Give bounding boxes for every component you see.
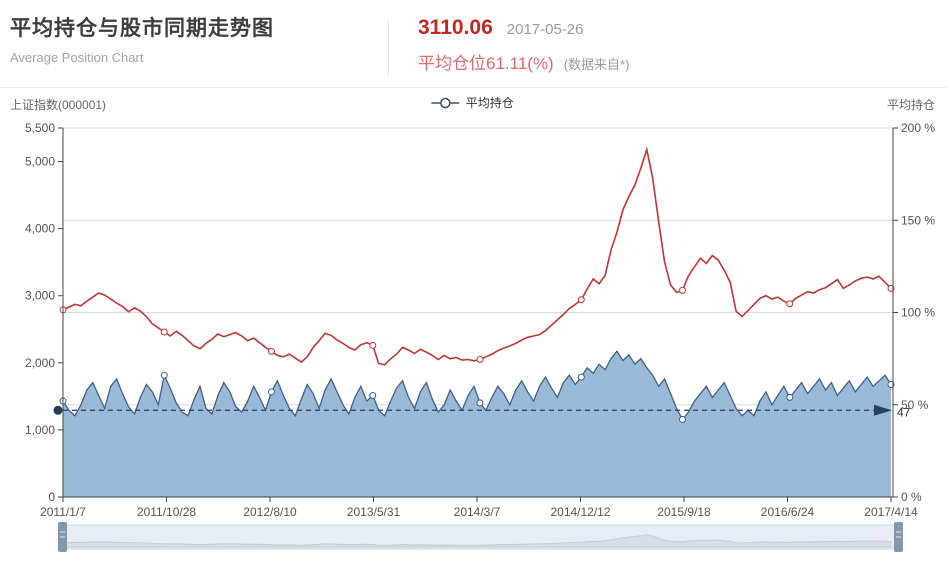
position-point-marker [369, 392, 377, 400]
chart-canvas: 0 1,000 2,000 3,000 4,000 5,000 5,500 0 % 50 % 10… [25, 121, 935, 552]
markline-arrow-icon [874, 404, 892, 416]
line-circle-legend-icon [430, 97, 459, 108]
index-point-marker [786, 300, 794, 308]
quote-block: 3110.06 2017-05-26 平均仓位61.11(%) (数据来自*) [418, 16, 629, 74]
index-point-marker [577, 296, 585, 304]
chart-header-row: 上证指数(000001) 平均持仓 平均持仓 [0, 92, 947, 116]
axis-tick-label: 200 % [901, 121, 935, 135]
axis-tick-label: 5,000 [25, 155, 55, 169]
axis-tick-label: 2,000 [25, 356, 55, 370]
axis-tick-label: 5,500 [25, 121, 55, 135]
axis-tick-label: 100 % [901, 306, 935, 320]
grid-lines [63, 127, 893, 406]
right-axis-title: 平均持仓 [886, 98, 935, 112]
data-source-note: (数据来自*) [563, 57, 630, 72]
average-position-area-series [62, 350, 892, 497]
axis-tick-label: 2015/9/18 [657, 505, 711, 519]
axis-tick-label: 2017/4/14 [864, 505, 918, 519]
left-axis-title: 上证指数(000001) [10, 98, 107, 112]
page-subtitle: Average Position Chart [10, 50, 144, 65]
axis-tick-label: 2011/10/28 [137, 505, 196, 519]
index-point-marker [267, 347, 275, 355]
axis-tick-label: 2012/8/10 [243, 505, 297, 519]
position-point-marker [786, 393, 794, 401]
average-position-value: 平均仓位61.11(%) [418, 54, 554, 73]
axis-tick-label: 2014/12/12 [550, 505, 610, 519]
axis-tick-label: 0 % [901, 490, 922, 504]
axis-tick-label: 2014/3/7 [454, 505, 501, 519]
position-point-marker [476, 399, 484, 407]
markline-47 [53, 404, 892, 416]
page-title: 平均持仓与股市同期走势图 [10, 17, 274, 40]
axis-tick-label: 3,000 [25, 289, 55, 303]
axis-tick-label: 2013/5/31 [347, 505, 401, 519]
axis-tick-label: 50 % [901, 398, 929, 412]
position-point-marker [267, 388, 275, 396]
quote-date: 2017-05-26 [506, 21, 584, 38]
index-point-marker [679, 286, 687, 294]
axis-tick-label: 150 % [901, 213, 935, 227]
title-block: 平均持仓与股市同期走势图 Average Position Chart [10, 12, 274, 65]
axis-tick-label: 47 [897, 405, 911, 419]
axis-tick-label: 1,000 [25, 423, 55, 437]
legend-label: 平均持仓 [465, 96, 514, 110]
data-zoom-slider[interactable] [58, 522, 903, 552]
position-point-marker [679, 416, 687, 424]
position-point-marker [577, 373, 585, 381]
legend-item-average-position[interactable]: 平均持仓 [430, 94, 514, 111]
markline-start-dot [53, 405, 63, 415]
slider-data-silhouette [61, 534, 892, 548]
position-point-marker [160, 371, 168, 379]
axis-tick-label: 2016/6/24 [761, 505, 815, 519]
axis-tick-label: 4,000 [25, 222, 55, 236]
header: 平均持仓与股市同期走势图 Average Position Chart 3110… [0, 0, 947, 88]
axis-tick-label: 0 [48, 490, 55, 504]
index-latest-value: 3110.06 [418, 16, 493, 39]
index-point-marker [369, 341, 377, 349]
axes: 0 1,000 2,000 3,000 4,000 5,000 5,500 0 % 50 % 10… [25, 121, 935, 519]
index-point-marker [476, 355, 484, 363]
shanghai-index-line-series [62, 146, 892, 366]
axis-tick-label: 2011/1/7 [40, 505, 86, 519]
header-vertical-divider [388, 20, 389, 76]
index-point-marker [160, 328, 168, 336]
